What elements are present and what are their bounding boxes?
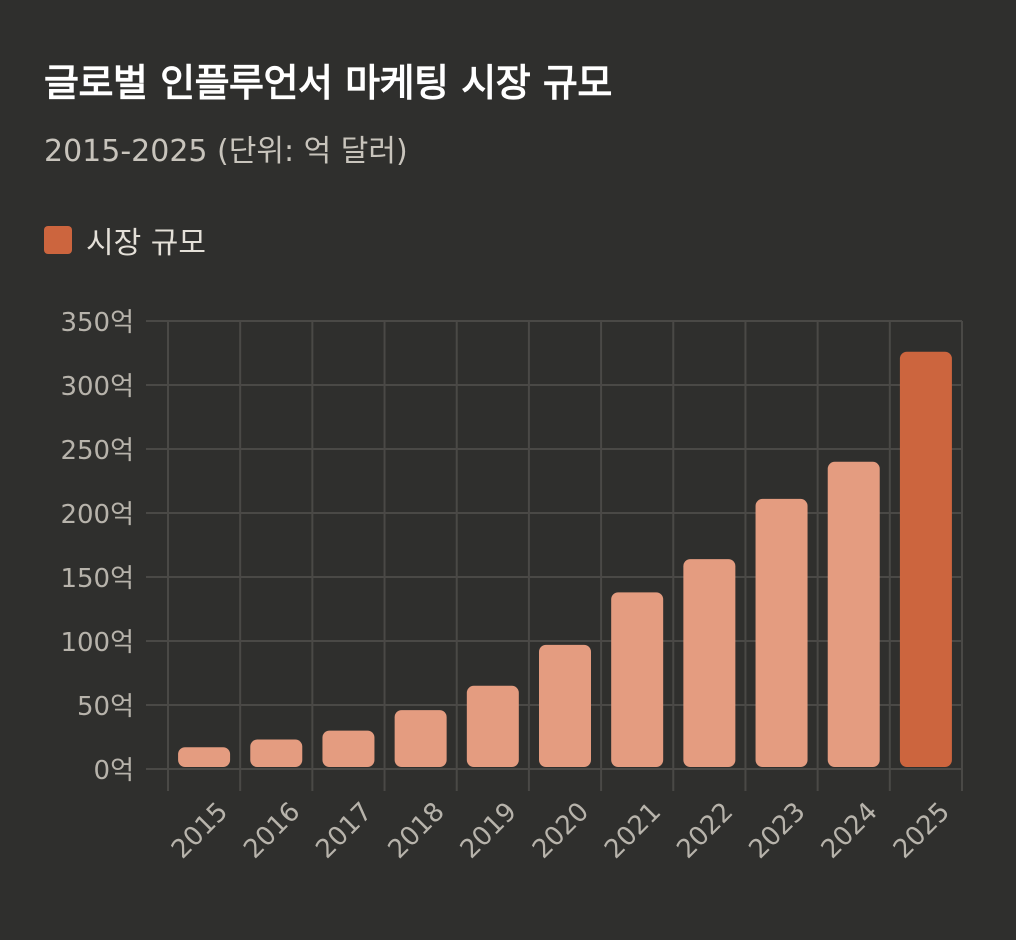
y-tick-label: 250억: [60, 436, 134, 466]
y-tick-label: 350억: [60, 308, 134, 338]
legend-item-market-size[interactable]: 시장 규모: [44, 218, 206, 262]
bar-2017[interactable]: [322, 730, 375, 767]
x-tick-label-2019: 2019: [455, 797, 523, 865]
legend-label: 시장 규모: [86, 226, 206, 261]
bar-2025[interactable]: [899, 351, 952, 767]
bars: [178, 351, 952, 767]
chart-title: 글로벌 인플루언서 마케팅 시장 규모: [44, 61, 612, 105]
bar-2022[interactable]: [683, 559, 736, 767]
bar-2016[interactable]: [250, 739, 303, 767]
x-tick-label-2023: 2023: [744, 797, 812, 865]
x-tick-label-2015: 2015: [166, 797, 234, 865]
x-tick-label-2017: 2017: [310, 797, 378, 865]
x-tick-label-2024: 2024: [816, 797, 884, 865]
y-axis: 0억 50억 100억 150억 200억 250억 300억 350억: [60, 308, 134, 786]
bar-2020[interactable]: [539, 644, 591, 767]
y-tick-label: 150억: [60, 564, 134, 594]
bar-2023[interactable]: [755, 498, 808, 767]
bar-2024[interactable]: [827, 461, 880, 767]
x-axis: 2015 2016 2017 2018 2019 2020 2021 2022 2023 2024…: [166, 797, 956, 865]
x-tick-label-2020: 2020: [527, 797, 595, 865]
x-tick-label-2021: 2021: [599, 797, 667, 865]
y-tick-label: 200억: [60, 500, 134, 530]
legend-swatch: [44, 226, 72, 254]
y-tick-label: 100억: [60, 628, 134, 658]
bar-2019[interactable]: [466, 685, 519, 767]
x-tick-label-2022: 2022: [671, 797, 739, 865]
chart-subtitle: 2015-2025 (단위: 억 달러): [44, 134, 408, 169]
y-tick-label: 50억: [77, 692, 134, 722]
x-tick-label-2016: 2016: [238, 797, 306, 865]
y-tick-label: 300억: [60, 372, 134, 402]
bar-2015[interactable]: [178, 747, 231, 767]
bar-2018[interactable]: [394, 710, 447, 767]
y-tick-label: 0억: [94, 756, 134, 786]
bar-2021[interactable]: [611, 592, 664, 767]
x-tick-label-2018: 2018: [383, 797, 451, 865]
x-tick-label-2025: 2025: [888, 797, 956, 865]
